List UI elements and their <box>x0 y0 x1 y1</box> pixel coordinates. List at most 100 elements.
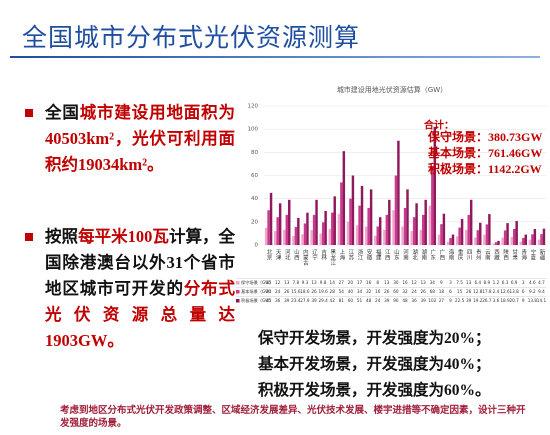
bar <box>283 229 286 245</box>
table-value: 6 <box>522 289 525 294</box>
table-value: 16 <box>402 280 408 285</box>
x-tick-label: 河北 <box>284 248 291 262</box>
table-value: 48 <box>402 298 408 303</box>
bar <box>369 189 373 245</box>
table-value: 34 <box>430 280 436 285</box>
table-value: 24 <box>275 289 281 294</box>
x-tick-label: 宁夏 <box>529 248 536 261</box>
bullet-dot <box>25 233 33 241</box>
table-value: 15.6 <box>291 289 301 294</box>
table-value: 12.8 <box>473 289 483 294</box>
table-value: 24 <box>375 298 381 303</box>
bar <box>533 229 537 245</box>
table-value: 39 <box>466 298 472 303</box>
bar <box>312 214 316 245</box>
y-tick-label: 40 <box>251 196 258 202</box>
table-value: 36 <box>275 298 281 303</box>
x-tick-label: 云南 <box>484 249 491 261</box>
x-tick-label: 北京 <box>266 248 273 262</box>
x-tick-label: 山东 <box>393 248 400 261</box>
table-value: 9.3 <box>302 280 309 285</box>
table-value: 4.6 <box>529 280 536 285</box>
table-value: 26 <box>384 289 390 294</box>
table-value: 32 <box>402 289 408 294</box>
table-value: 12.6 <box>500 289 510 294</box>
x-tick-label: 湖南 <box>420 248 427 261</box>
table-value: 42 <box>330 298 336 303</box>
table-value: 1.2 <box>493 280 500 285</box>
bar <box>465 229 468 245</box>
x-tick-label: 黑龙江 <box>329 249 336 267</box>
table-value: 102 <box>428 298 436 303</box>
x-tick-label: 贵州 <box>475 248 482 261</box>
bullet-text: 每平米100瓦 <box>78 227 169 246</box>
x-tick-label: 安徽 <box>366 248 373 262</box>
table-value: 39 <box>284 298 290 303</box>
bar <box>303 223 307 245</box>
bar <box>479 222 482 245</box>
table-value: 23.4 <box>291 298 301 303</box>
bar <box>374 235 377 245</box>
bar <box>285 214 289 245</box>
bar <box>385 214 389 245</box>
bar <box>506 223 509 245</box>
x-tick-label: 西藏 <box>493 249 500 262</box>
bar <box>512 229 516 245</box>
y-tick-label: 20 <box>251 219 258 225</box>
table-value: 12 <box>411 280 417 285</box>
table-value: 6.9 <box>511 280 518 285</box>
table-value: 28 <box>330 289 336 294</box>
y-tick-label: 80 <box>251 150 258 156</box>
x-tick-label: 辽宁 <box>311 248 318 261</box>
bar <box>492 243 495 245</box>
table-value: 13 <box>466 280 472 285</box>
bar <box>294 226 298 245</box>
table-value: 36 <box>411 298 417 303</box>
y-tick-label: 0 <box>255 243 259 249</box>
table-value: 13 <box>311 280 317 285</box>
y-tick-label: 120 <box>248 104 259 110</box>
bar <box>458 227 461 245</box>
bar <box>292 235 295 245</box>
x-tick-label: 江西 <box>384 249 391 262</box>
bar <box>328 228 332 245</box>
x-tick-label: 江苏 <box>347 249 354 262</box>
slide-title: 全国城市分布式光伏资源测算 <box>22 23 361 52</box>
scenario: 基本开发场景，开发强度为40%； <box>258 356 491 373</box>
table-value: 14 <box>330 280 336 285</box>
table-value: 26.7 <box>482 298 492 303</box>
bar <box>324 210 327 245</box>
bar <box>433 126 437 245</box>
annotation: 合计： <box>423 118 454 131</box>
x-tick-label: 山西 <box>293 248 300 262</box>
table-value: 17.8 <box>482 289 492 294</box>
table-value: 45 <box>266 298 272 303</box>
x-tick-label: 四川 <box>466 249 473 261</box>
bar <box>269 192 273 245</box>
scenarios: 保守开发场景，开发强度为20%； 基本开发场景，开发强度为40%； 积极开发场景… <box>258 326 491 404</box>
table-value: 9.2 <box>529 289 536 294</box>
bullet-text: 按照 <box>45 227 79 246</box>
table-value: 39 <box>311 298 317 303</box>
bar <box>522 238 525 245</box>
x-tick-label: 福建 <box>375 248 382 262</box>
bar <box>415 203 418 245</box>
table-value: 3 <box>449 280 452 285</box>
table-value: 16 <box>375 289 381 294</box>
table-value: 54 <box>339 289 345 294</box>
bar <box>531 234 534 245</box>
table-value: 20 <box>348 280 354 285</box>
bar <box>355 225 359 245</box>
bar <box>383 229 386 245</box>
bar <box>364 226 368 245</box>
scenario: 保守开发场景，开发强度为20%； <box>258 330 491 347</box>
table-value: 19.6 <box>318 289 328 294</box>
bar <box>485 224 489 245</box>
table-value: 9.4 <box>538 289 545 294</box>
table-value: 3.6 <box>493 298 500 303</box>
x-tick-label: 青海 <box>520 248 527 262</box>
table-value: 7.8 <box>293 280 300 285</box>
bar <box>274 231 277 245</box>
table-value: 30 <box>393 280 399 285</box>
x-tick-label: 湖北 <box>411 248 418 262</box>
